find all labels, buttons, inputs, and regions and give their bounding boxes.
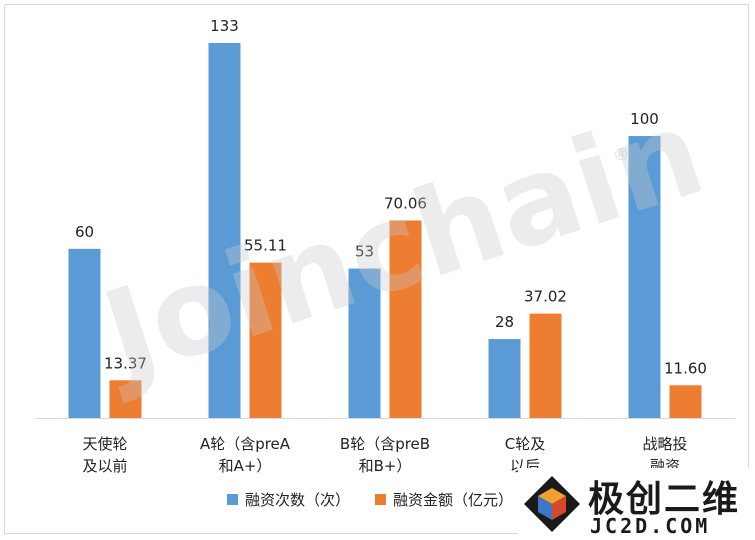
bar-series2-4 — [529, 313, 562, 418]
data-label-series2-5: 11.60 — [664, 359, 707, 377]
bar-series2-3 — [389, 220, 422, 418]
category-label-3-line1: B轮（含preB — [340, 435, 430, 453]
data-label-series1-2: 133 — [210, 17, 239, 35]
legend-label-series2: 融资金额（亿元） — [393, 491, 513, 509]
data-label-series2-2: 55.11 — [244, 237, 287, 255]
logo-subtitle: JC2D.COM — [590, 514, 711, 538]
legend-swatch-series2 — [375, 494, 386, 505]
chart-frame: 60 13.37 天使轮及以前 133 55.11 A轮（含preA 和A+） 53 70.06… — [4, 4, 749, 534]
bar-series2-1 — [109, 380, 142, 418]
data-label-series2-3: 70.06 — [384, 194, 427, 212]
bar-series1-4 — [488, 339, 521, 418]
category-label-4-line1: C轮及 — [505, 435, 545, 453]
bar-series1-1 — [68, 248, 101, 418]
data-label-series1-5: 100 — [630, 110, 659, 128]
category-label-2-line2: 和A+） — [219, 457, 272, 475]
category-label-3-line2: 和B+） — [359, 457, 412, 475]
category-label-1-line2: 及以前 — [82, 457, 127, 475]
bar-series1-5 — [628, 136, 661, 419]
logo-cube-icon — [524, 476, 580, 532]
bar-series2-2 — [249, 262, 282, 418]
bar-series1-3 — [348, 268, 381, 418]
category-label-2-line1: A轮（含preA — [200, 435, 291, 453]
legend-swatch-series1 — [227, 494, 238, 505]
category-label-5-line1: 战略投 — [642, 435, 687, 453]
data-label-series1-1: 60 — [75, 223, 94, 241]
legend-label-series1: 融资次数（次） — [245, 491, 350, 509]
data-label-series2-1: 13.37 — [104, 354, 147, 372]
category-label-1-line1: 天使轮 — [82, 435, 127, 453]
logo-title: 极创二维 — [588, 479, 741, 520]
bar-series2-5 — [669, 385, 702, 418]
corner-logo: 极创二维 JC2D.COM — [518, 468, 754, 540]
data-label-series2-4: 37.02 — [524, 288, 567, 306]
data-label-series1-3: 53 — [355, 243, 374, 261]
bar-series1-2 — [208, 43, 241, 418]
data-label-series1-4: 28 — [495, 313, 514, 331]
